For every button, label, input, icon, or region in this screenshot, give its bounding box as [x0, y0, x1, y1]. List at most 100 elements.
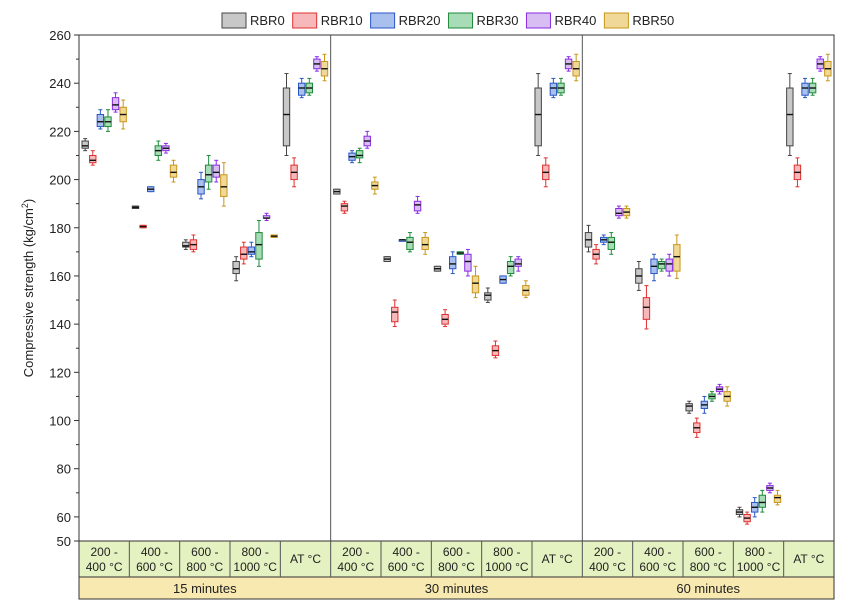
- box-body: [232, 260, 240, 275]
- y-tick-label: 180: [49, 221, 71, 236]
- box-rbr10: [391, 299, 399, 328]
- box-rbr50: [522, 280, 530, 299]
- box-rbr10: [441, 309, 449, 328]
- box-rbr40: [766, 482, 774, 494]
- box-body: [182, 241, 190, 248]
- box-rbr10: [642, 285, 651, 330]
- legend-label: RBR40: [554, 13, 596, 28]
- box-rbr40: [212, 159, 220, 183]
- box-rbr40: [111, 92, 120, 113]
- category-label: 200 -: [594, 545, 621, 559]
- box-rbr30: [255, 220, 263, 267]
- box-rbr50: [220, 162, 228, 207]
- box-body: [391, 306, 399, 323]
- box-rbr30: [154, 140, 163, 161]
- box-body: [506, 260, 515, 275]
- axes: 50 60 80 100 120 140 160 180 200 220 240 260: [49, 28, 835, 599]
- box-body: [413, 200, 422, 212]
- box-rbr40: [162, 142, 170, 154]
- box-rbr50: [119, 99, 127, 130]
- box-rbr30: [657, 258, 666, 272]
- box-body: [81, 140, 89, 149]
- box-rbr10: [189, 234, 198, 253]
- box-rbr50: [421, 232, 429, 255]
- box-rbr10: [743, 511, 751, 525]
- box-rbr0: [81, 138, 89, 152]
- box-rbr30: [355, 147, 364, 164]
- box-rbr50: [270, 234, 278, 238]
- box-rbr0: [433, 265, 442, 272]
- category-label: 600 -: [443, 545, 470, 559]
- legend-label: RBR20: [399, 13, 441, 28]
- box-rbr0: [685, 400, 693, 414]
- legend-item-rbr10: RBR10: [292, 12, 363, 29]
- box-rbr20: [96, 109, 105, 130]
- box-rbr20: [449, 251, 457, 275]
- y-axis-label: Compressive strength (kg/cm2): [20, 199, 36, 377]
- box-body: [607, 236, 615, 250]
- box-rbr10: [592, 244, 600, 265]
- category-label: 200 -: [342, 545, 369, 559]
- legend-label: RBR50: [632, 13, 674, 28]
- box-rbr30: [204, 154, 213, 190]
- box-body: [298, 82, 306, 96]
- box-body: [421, 236, 429, 250]
- category-label: 600 °C: [639, 560, 676, 574]
- category-label: 400 -: [644, 545, 671, 559]
- category-label: AT °C: [542, 552, 573, 566]
- legend-item-rbr0: RBR0: [221, 12, 285, 29]
- box-rbr20: [600, 234, 608, 246]
- category-row: [78, 540, 835, 578]
- box-body: [255, 232, 263, 260]
- box-rbr40: [413, 195, 422, 214]
- box-rbr20: [147, 186, 155, 193]
- box-body: [212, 164, 220, 178]
- box-rbr50: [824, 53, 832, 82]
- box-rbr20: [499, 275, 507, 284]
- box-rbr0: [534, 73, 542, 156]
- box-rbr30: [758, 489, 766, 513]
- box-rbr20: [751, 497, 759, 518]
- legend-swatch: [603, 12, 629, 29]
- legend-label: RBR0: [250, 13, 285, 28]
- box-rbr20: [801, 77, 809, 99]
- box-rbr30: [506, 256, 515, 277]
- box-rbr40: [715, 383, 724, 395]
- box-rbr10: [491, 340, 500, 359]
- box-rbr30: [305, 77, 314, 96]
- box-rbr30: [406, 232, 414, 253]
- box-rbr40: [665, 253, 673, 277]
- legend-label: RBR30: [477, 13, 519, 28]
- legend-item-rbr30: RBR30: [448, 12, 519, 29]
- category-label: 400 -: [392, 545, 419, 559]
- plot-frame: [78, 34, 835, 542]
- box-rbr0: [383, 256, 391, 262]
- category-label: 800 °C: [690, 560, 727, 574]
- box-body: [665, 258, 673, 272]
- y-tick-label: 220: [49, 124, 71, 139]
- category-label: AT °C: [793, 552, 824, 566]
- box-body: [673, 244, 681, 272]
- box-body: [514, 258, 522, 267]
- box-body: [247, 246, 256, 255]
- box-rbr20: [298, 77, 306, 99]
- legend-item-rbr40: RBR40: [525, 12, 596, 29]
- category-label: 800 °C: [438, 560, 475, 574]
- box-body: [169, 164, 178, 178]
- box-rbr40: [313, 56, 321, 72]
- category-label: 800 °C: [186, 560, 223, 574]
- box-rbr50: [471, 265, 480, 299]
- category-label: 600 °C: [388, 560, 425, 574]
- category-label: 600 -: [694, 545, 721, 559]
- box-rbr40: [816, 56, 824, 72]
- box-rbr0: [735, 506, 744, 518]
- box-rbr10: [793, 157, 802, 188]
- y-tick-label: 240: [49, 76, 71, 91]
- box-layer: [81, 53, 832, 525]
- box-body: [204, 164, 213, 183]
- box-body: [484, 292, 492, 301]
- box-rbr20: [247, 241, 256, 258]
- category-label: 1000 °C: [233, 560, 277, 574]
- box-body: [657, 260, 666, 270]
